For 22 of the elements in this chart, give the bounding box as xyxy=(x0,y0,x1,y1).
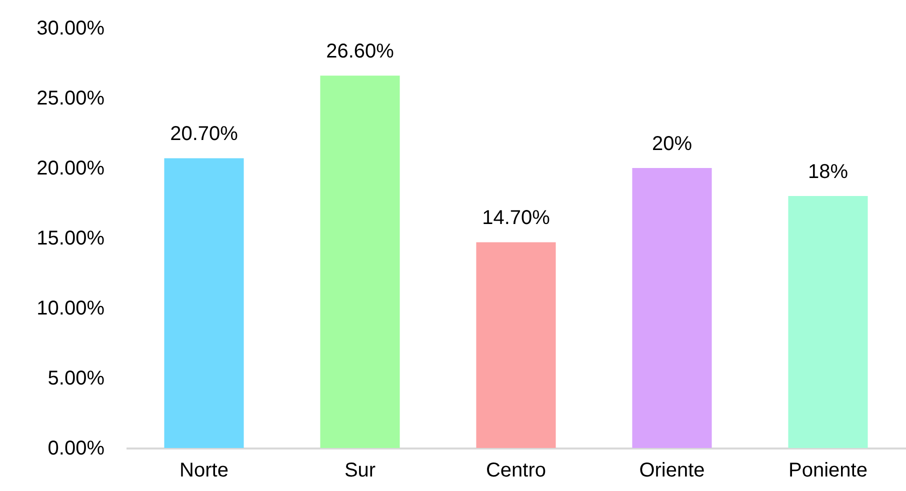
data-label: 26.60% xyxy=(326,40,394,63)
y-tick-label: 20.00% xyxy=(36,158,105,180)
x-tick-label: Centro xyxy=(486,460,546,482)
data-label: 18% xyxy=(808,161,848,183)
bar xyxy=(476,242,556,448)
data-label: 20% xyxy=(652,133,692,155)
bar xyxy=(320,76,400,448)
bar xyxy=(632,168,712,448)
y-tick-label: 15.00% xyxy=(36,228,105,250)
bar xyxy=(788,196,868,448)
data-label: 14.70% xyxy=(482,207,550,230)
bar xyxy=(164,158,244,448)
x-tick-label: Sur xyxy=(344,460,376,482)
y-tick-label: 10.00% xyxy=(36,298,105,320)
x-tick-label: Oriente xyxy=(639,460,705,482)
data-label: 20.70% xyxy=(170,123,238,146)
y-tick-label: 30.00% xyxy=(36,18,105,40)
y-tick-label: 25.00% xyxy=(36,88,105,110)
y-tick-label: 5.00% xyxy=(48,368,105,390)
x-tick-label: Norte xyxy=(180,460,228,482)
x-tick-label: Poniente xyxy=(788,460,868,482)
y-tick-label: 0.00% xyxy=(48,438,105,460)
